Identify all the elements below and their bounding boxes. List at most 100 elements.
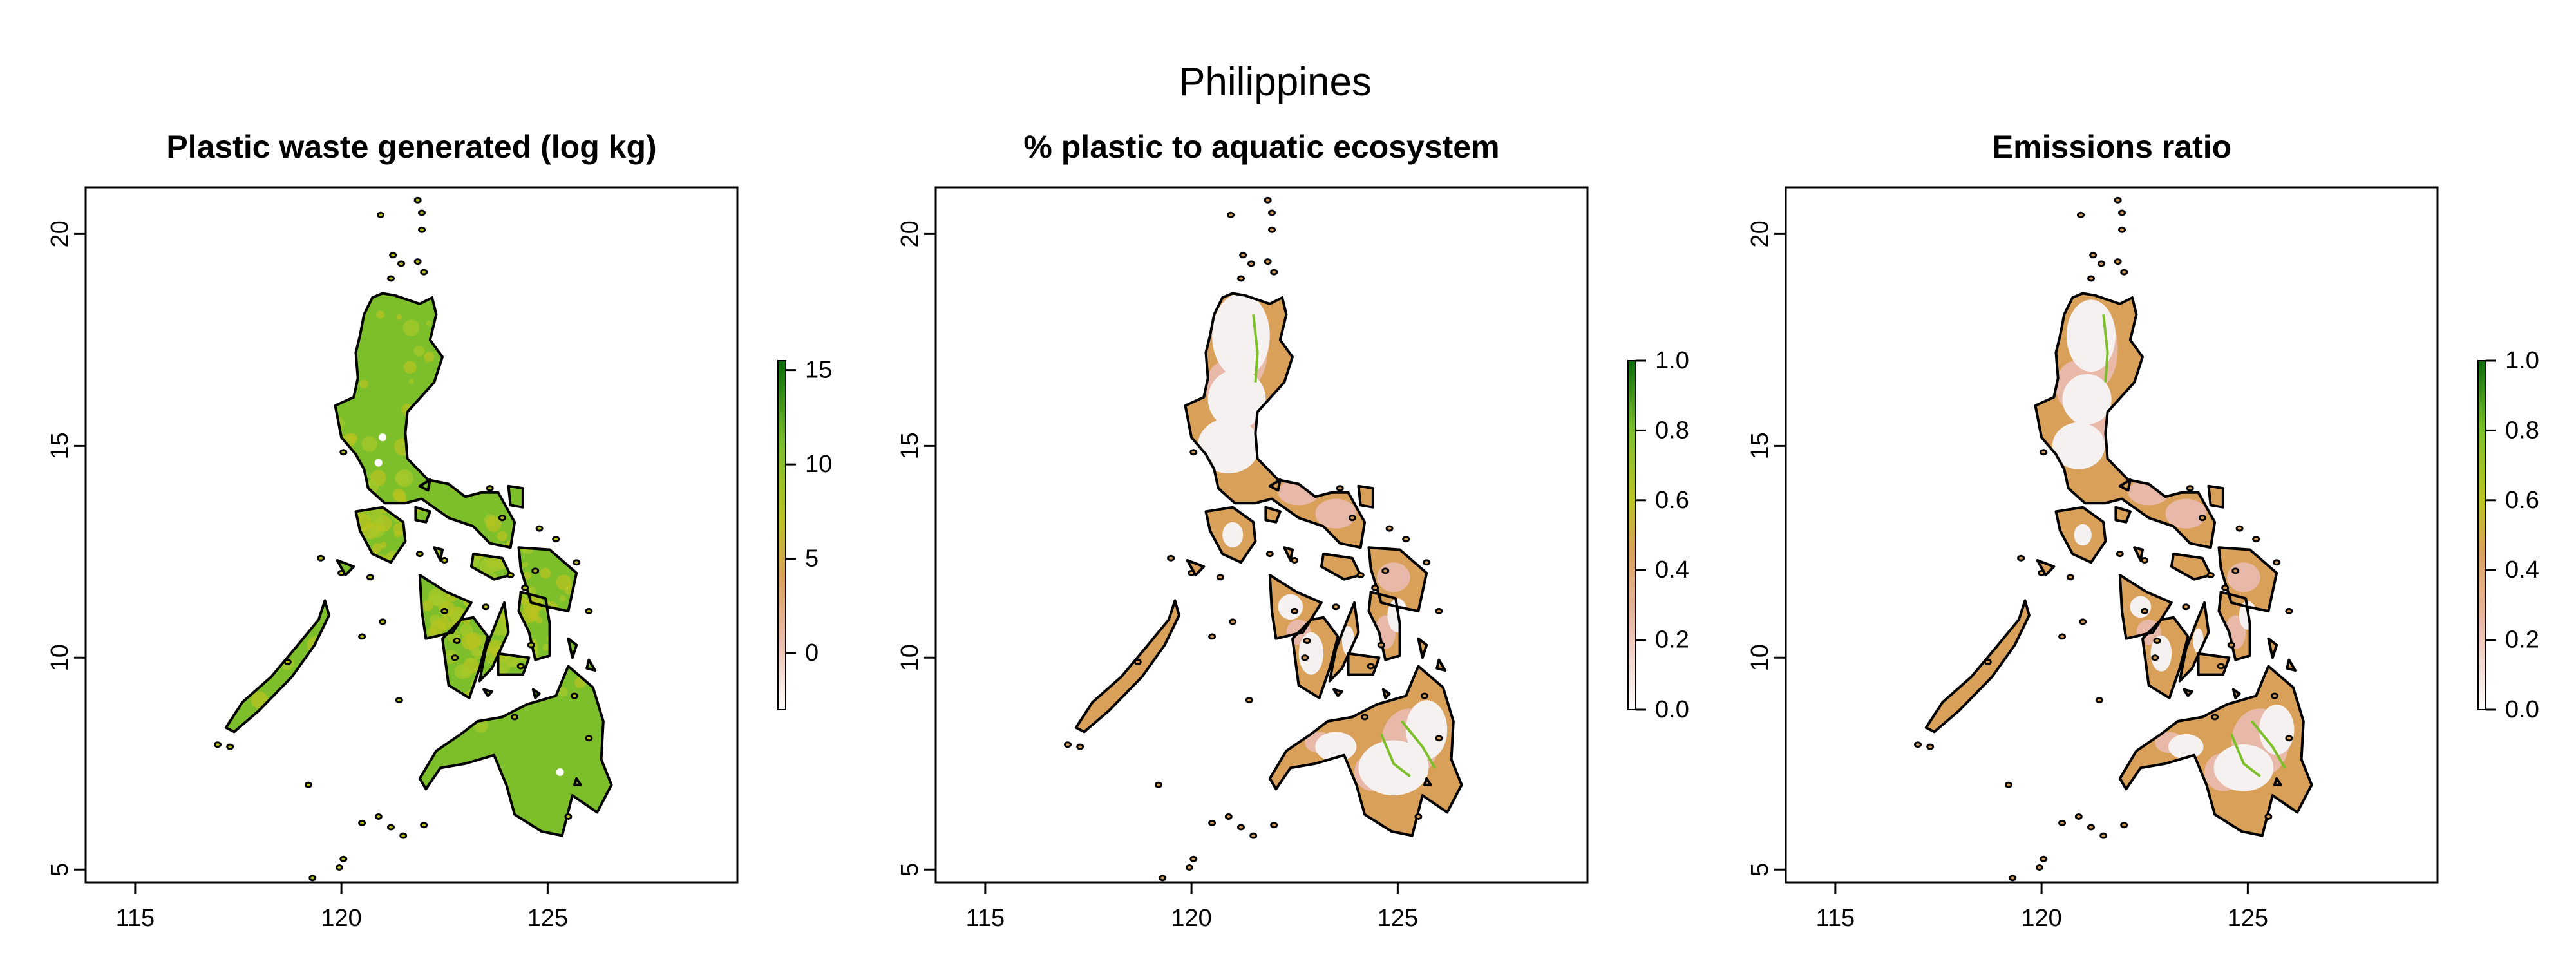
island-masbate-3 [2170,553,2212,581]
islet-3-21 [2058,819,2067,826]
islet-3-41 [2198,515,2206,522]
island-samal-2 [1423,777,1432,786]
islet-3-12 [2116,551,2124,558]
island-mindanao-3 [2118,665,2313,837]
island-luzon-3 [2034,292,2217,549]
islet-1-43 [451,654,459,661]
island-batangas_isle-2 [1268,478,1282,492]
colorbar-label-3-0: 0.0 [2505,696,2539,723]
colorbar-label-2-1: 0.2 [1655,627,1689,654]
islet-2-17 [1245,697,1253,704]
islet-3-48 [2211,714,2219,721]
islet-3-5 [2120,269,2128,276]
islet-2-19 [1154,781,1162,788]
islet-1-31 [531,567,540,574]
islet-2-27 [1270,822,1278,829]
islet-3-45 [2040,449,2048,456]
islet-3-28 [1914,741,1922,748]
islet-2-26 [1237,824,1245,831]
island-negros-2 [1291,616,1340,699]
island-marinduque-3 [2114,506,2132,524]
islet-3-26 [2087,824,2095,831]
islet-2-20 [1224,813,1233,820]
island-catanduanes-3 [2207,484,2224,509]
island-samar-1 [517,546,578,612]
colorbar-3: 0.0 0.2 0.4 0.6 0.8 1.0 [2477,347,2539,723]
islet-1-27 [420,822,428,829]
islet-1-25 [399,832,408,839]
colorbar-1: 0 5 10 15 [777,357,832,710]
islet-1-36 [585,607,593,614]
islet-3-17 [2095,697,2103,704]
islet-2-2 [1268,226,1276,233]
colorbar-label-3-5: 1.0 [2505,347,2539,374]
islet-2-43 [1301,654,1309,661]
islet-3-39 [2271,692,2278,699]
colorbar-label-1-0: 0 [805,639,819,667]
island-panay-3 [2118,574,2173,640]
panel-title-3: Emissions ratio [1992,129,2231,165]
islet-2-38 [1377,641,1385,649]
islet-2-22 [1189,855,1198,862]
islet-2-28 [1064,741,1072,748]
islet-3-42 [2141,607,2149,614]
islet-1-21 [358,819,366,826]
island-batangas_isle-1 [418,478,431,492]
island-busuanga-2 [1186,559,1206,576]
island-camiguin-1 [531,688,541,699]
colorbar-label-2-4: 0.8 [1655,417,1689,444]
island-siquijor-2 [1332,688,1343,697]
islet-1-26 [387,824,395,831]
island-samal-1 [573,777,582,786]
islet-2-30 [1371,584,1379,591]
islet-2-4 [1247,260,1255,267]
islet-3-0 [2114,196,2122,204]
island-dinagat-1 [567,637,578,659]
islet-3-44 [2264,813,2273,820]
island-samar-3 [2217,546,2278,612]
islet-2-34 [1402,536,1410,543]
y-tick-label-3-15: 15 [1747,432,1774,459]
islet-1-33 [535,525,544,532]
islet-2-16 [1208,633,1217,640]
y-tick-label-2-15: 15 [896,432,923,459]
x-tick-label-1-125: 125 [527,905,568,932]
map-area-3 [1914,196,2313,882]
island-mindoro-3 [2054,506,2107,564]
island-batangas_isle-3 [2118,478,2132,492]
island-cebu-3 [2178,601,2210,683]
island-mindanao-2 [1268,665,1463,837]
islet-2-37 [1367,663,1375,670]
islet-1-6 [413,258,422,265]
islet-2-32 [1356,572,1365,578]
plot-frame-3 [1785,186,2439,884]
island-dinagat-2 [1417,637,1428,659]
colorbar-label-2-0: 0.0 [1655,696,1689,723]
island-leyte-2 [1367,591,1401,661]
islet-3-9 [2017,554,2025,562]
islet-3-16 [2058,633,2067,640]
islet-2-14 [1332,603,1340,611]
islet-3-7 [2077,211,2085,218]
islet-2-31 [1381,567,1390,574]
island-negros-3 [2141,616,2190,699]
islet-2-47 [1303,638,1311,644]
islet-3-27 [2120,822,2128,829]
map-panel-1: Plastic waste generated (log kg) 115 120 12… [46,129,832,932]
islet-3-47 [2153,638,2161,644]
islet-3-25 [2099,832,2108,839]
islet-2-48 [1361,714,1369,721]
islet-1-0 [413,196,422,204]
islet-3-11 [2066,574,2074,581]
colorbar-label-1-1: 5 [805,545,819,573]
island-siquijor-3 [2183,688,2193,697]
islet-2-1 [1268,209,1276,216]
islet-3-19 [2004,781,2012,788]
islet-1-42 [440,607,449,614]
islet-1-15 [379,618,387,625]
islet-3-1 [2118,209,2126,216]
islet-2-7 [1227,211,1235,218]
y-tick-label-2-10: 10 [896,644,923,671]
colorbar-label-1-3: 15 [805,357,832,384]
islet-1-3 [389,252,397,259]
